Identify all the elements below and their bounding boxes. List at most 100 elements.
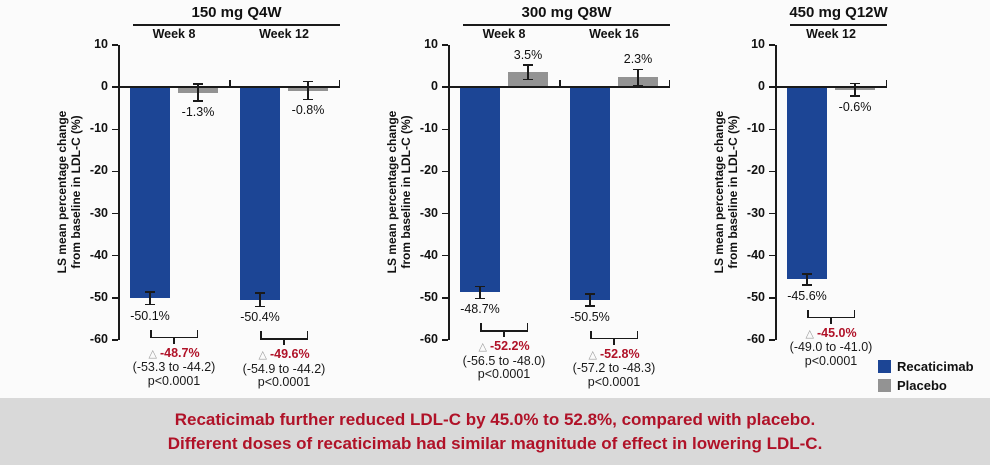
error-bar-cap <box>303 98 313 101</box>
week-label: Week 12 <box>806 27 856 41</box>
error-bar <box>149 291 151 305</box>
x-axis-tick <box>229 80 231 88</box>
y-tick-label: 0 <box>431 79 438 94</box>
ldl-bar-charts: 150 mg Q4W 10 0 -10 -20 -30 -40 -50 -60 LS mean p… <box>55 4 888 390</box>
bar-value-label: 3.5% <box>513 48 543 63</box>
y-tick-label: -10 <box>419 121 438 136</box>
comparison-bracket-tick <box>173 336 175 344</box>
delta-value: -48.7% <box>159 345 200 360</box>
y-tick-label: -10 <box>89 121 108 136</box>
x-axis-tick <box>559 80 561 88</box>
error-bar-cap <box>802 284 812 286</box>
error-bar <box>197 84 199 102</box>
error-bar <box>806 273 808 285</box>
y-tick-label: 0 <box>758 79 765 94</box>
bar-value-label: -50.1% <box>130 308 170 323</box>
triangle-icon: △ <box>478 341 490 354</box>
y-axis <box>775 45 777 340</box>
error-bar-cap <box>145 291 155 293</box>
y-axis <box>448 45 450 340</box>
x-axis-tick <box>338 80 340 88</box>
y-tick-label: -50 <box>89 289 108 304</box>
legend-item-recaticimab: Recaticimab <box>878 357 974 376</box>
comparison-bracket-end <box>526 323 528 331</box>
y-tick-label: -20 <box>89 163 108 178</box>
comparison-bracket-end <box>306 331 308 339</box>
error-bar <box>527 65 529 80</box>
bar-value-label: 2.3% <box>623 52 653 67</box>
y-tick <box>769 254 775 257</box>
error-bar-cap <box>145 303 155 306</box>
comparison-bracket-end <box>636 330 638 338</box>
error-bar-cap <box>523 64 533 66</box>
comparison-bracket-tick <box>503 330 505 338</box>
comparison-bracket-tick <box>830 316 832 324</box>
y-tick <box>769 339 775 341</box>
week-label: Week 12 <box>259 27 309 41</box>
x-axis <box>118 86 340 88</box>
comparison-bracket-end <box>150 329 152 337</box>
bar-recaticimab <box>787 87 827 280</box>
panel-title: 150 mg Q4W <box>191 4 282 21</box>
panel-title: 300 mg Q8W <box>521 4 612 21</box>
week-label: Week 16 <box>589 27 639 41</box>
y-tick-label: -50 <box>746 289 765 304</box>
bar-value-label: -0.6% <box>838 99 872 114</box>
comparison-bracket-end <box>807 309 809 317</box>
y-tick-label: -40 <box>419 247 438 262</box>
bar-value-label: -1.3% <box>181 105 215 120</box>
ci-label: (-54.9 to -44.2) <box>242 361 326 376</box>
y-tick-label: -60 <box>419 332 438 346</box>
comparison-bracket-end <box>590 330 592 338</box>
delta-label: △ -52.8% <box>534 347 694 363</box>
error-bar-cap <box>303 80 313 83</box>
y-tick-label: -40 <box>746 247 765 262</box>
bar-value-label: -0.8% <box>291 103 325 118</box>
error-bar <box>854 83 856 96</box>
legend-item-placebo: Placebo <box>878 376 974 395</box>
y-tick-label: -30 <box>746 205 765 220</box>
comparison-annotation: △ -48.7% (-53.3 to -44.2) p<0.0001 <box>94 345 254 389</box>
y-tick-label: -20 <box>419 163 438 178</box>
p-value-label: p<0.0001 <box>477 367 531 382</box>
y-tick-label: -30 <box>89 205 108 220</box>
y-tick <box>769 212 775 215</box>
y-tick <box>442 170 448 173</box>
comparison-annotation: △ -49.6% (-54.9 to -44.2) p<0.0001 <box>204 348 364 390</box>
bar-value-label: -45.6% <box>787 288 827 303</box>
y-tick-label: -60 <box>89 332 108 346</box>
error-bar <box>589 294 591 306</box>
week-label: Week 8 <box>482 27 526 41</box>
y-tick <box>769 297 775 299</box>
error-bar <box>259 292 261 307</box>
y-tick-label: -40 <box>89 247 108 262</box>
y-tick-label: 10 <box>424 37 438 51</box>
panel-title-underline <box>133 24 340 26</box>
delta-label: △ -49.6% <box>204 348 364 363</box>
error-bar <box>479 286 481 299</box>
panel-title: 450 mg Q12W <box>789 4 888 21</box>
comparison-bracket-end <box>260 331 262 339</box>
comparison-bracket-end <box>480 323 482 331</box>
y-tick <box>442 44 448 46</box>
bar-recaticimab <box>570 87 610 300</box>
bar-value-label: -50.5% <box>570 309 610 324</box>
x-axis <box>775 86 887 88</box>
y-tick-label: -10 <box>746 121 765 136</box>
delta-value: -45.0% <box>816 325 857 340</box>
y-tick <box>769 86 775 88</box>
y-tick <box>112 170 118 173</box>
p-value-label: p<0.0001 <box>257 375 311 390</box>
y-tick <box>769 44 775 46</box>
delta-value: -49.6% <box>269 347 310 362</box>
week-label: Week 8 <box>152 27 196 41</box>
error-bar-cap <box>633 84 643 87</box>
p-value-label: p<0.0001 <box>804 353 858 368</box>
y-tick-label: -20 <box>746 163 765 178</box>
triangle-icon: △ <box>588 348 600 361</box>
ci-label: (-49.0 to -41.0) <box>789 340 873 355</box>
error-bar-cap <box>523 78 533 81</box>
y-tick <box>112 254 118 257</box>
legend: Recaticimab Placebo <box>878 357 974 395</box>
